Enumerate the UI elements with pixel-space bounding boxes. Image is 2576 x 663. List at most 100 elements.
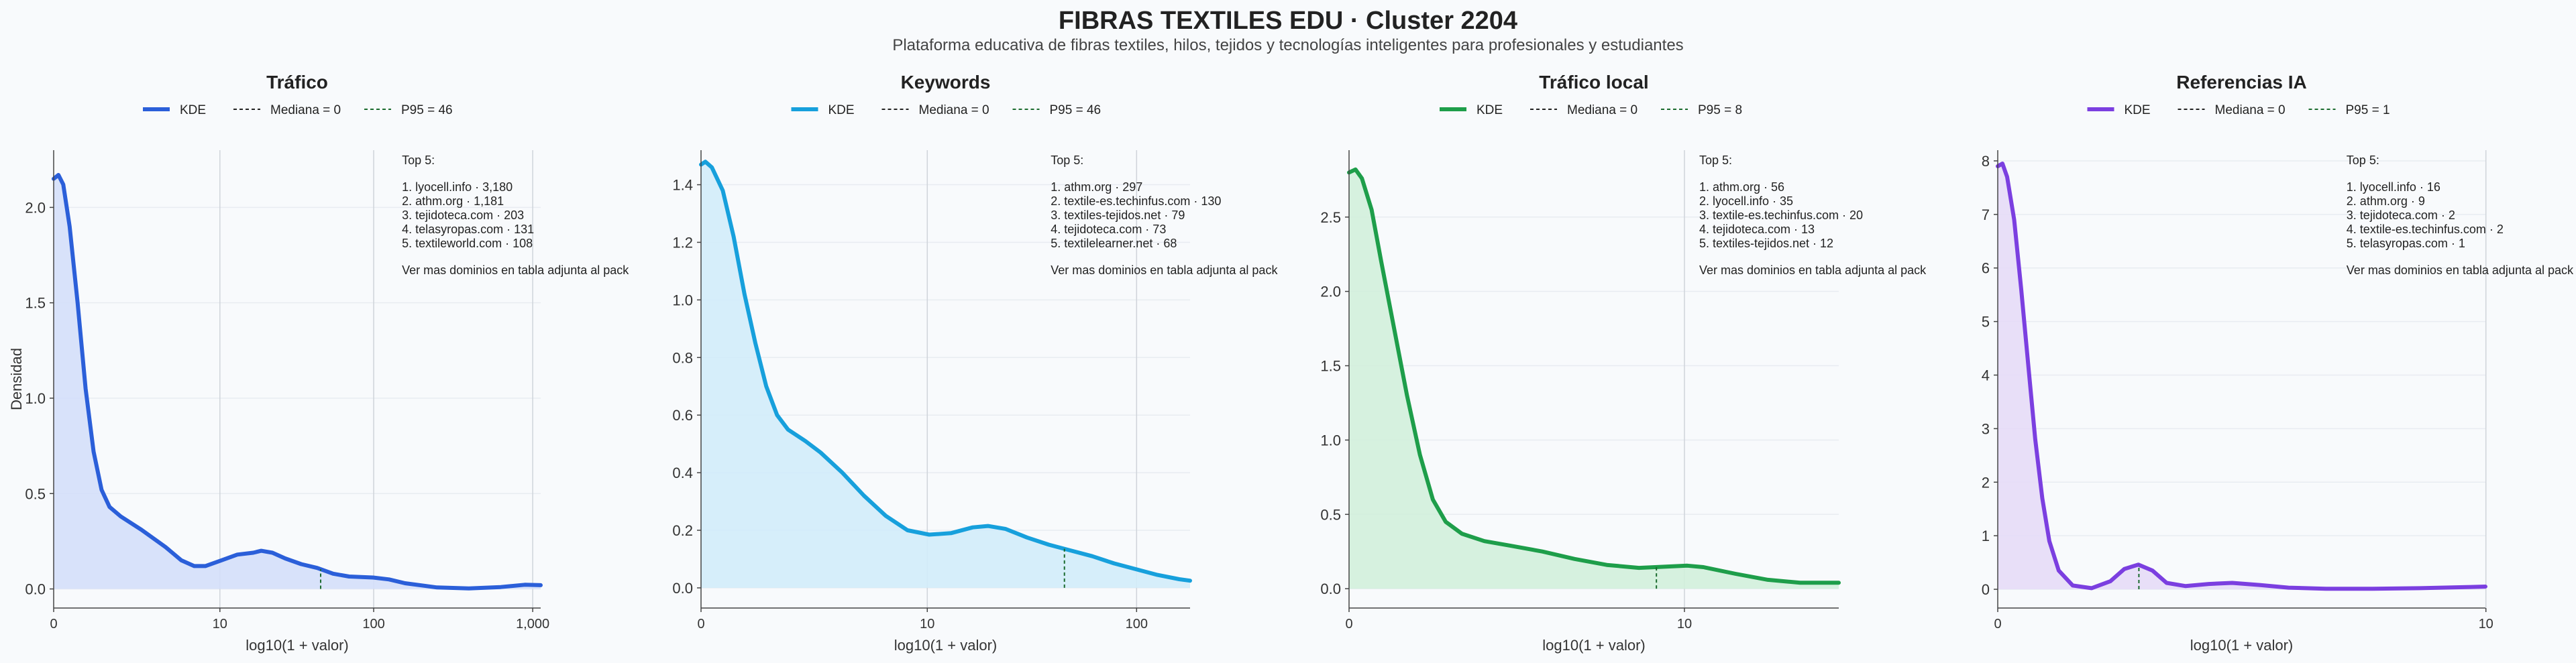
panel-3: 0.0 0.5 1.0 1.5 2.0 2.5 0 10 log10(1 + valor) Trá… bbox=[1320, 72, 1927, 654]
x-tick-label: 0 bbox=[697, 617, 704, 631]
y-tick-label: 7 bbox=[1982, 206, 1990, 223]
y-tick-label: 0.6 bbox=[672, 407, 693, 424]
legend-p95-label: P95 = 1 bbox=[2346, 103, 2390, 117]
y-tick-label: 5 bbox=[1982, 314, 1990, 330]
y-tick-label: 0.4 bbox=[672, 465, 693, 481]
y-tick-label: 2.5 bbox=[1320, 209, 1341, 226]
top5-heading: Top 5: bbox=[2347, 154, 2379, 167]
legend-kde-label: KDE bbox=[2125, 103, 2151, 117]
kde-line bbox=[52, 173, 543, 591]
y-tick-label: 1.4 bbox=[672, 177, 693, 194]
y-tick-label: 0.8 bbox=[672, 349, 693, 366]
kde-area bbox=[1998, 164, 2485, 589]
panel-2: 0.0 0.2 0.4 0.6 0.8 1.0 1.2 1.4 0 10 100 log10(1 + … bbox=[672, 72, 1278, 654]
top5-heading: Top 5: bbox=[1699, 154, 1732, 167]
y-tick-label: 1.0 bbox=[1320, 432, 1341, 448]
y-tick-label: 2 bbox=[1982, 474, 1990, 491]
top5-footer: Ver mas dominios en tabla adjunta al pac… bbox=[1699, 263, 1927, 277]
y-tick-label: 2.0 bbox=[1320, 284, 1341, 300]
y-tick-label: 0.0 bbox=[672, 580, 693, 597]
top5-item: 3. tejidoteca.com · 203 bbox=[402, 208, 524, 222]
top5-item: 1. lyocell.info · 16 bbox=[2347, 180, 2440, 194]
y-tick-label: 1 bbox=[1982, 528, 1990, 544]
top5-item: 5. textileworld.com · 108 bbox=[402, 237, 533, 250]
top5-item: 1. lyocell.info · 3,180 bbox=[402, 180, 513, 194]
top5-item: 1. athm.org · 56 bbox=[1699, 180, 1784, 194]
top5-item: 1. athm.org · 297 bbox=[1051, 180, 1142, 194]
legend-median-label: Mediana = 0 bbox=[2215, 103, 2286, 117]
top5-item: 5. textilelearner.net · 68 bbox=[1051, 237, 1177, 250]
x-tick-label: 10 bbox=[213, 617, 227, 631]
panel-4: 0 1 2 3 4 5 6 7 8 0 10 log10(1 + valor) Referencias … bbox=[1982, 72, 2574, 654]
x-tick-label: 100 bbox=[1126, 617, 1148, 631]
x-axis-label: log10(1 + valor) bbox=[2190, 637, 2293, 654]
top5-item: 3. textiles-tejidos.net · 79 bbox=[1051, 208, 1185, 222]
top5-item: 2. athm.org · 1,181 bbox=[402, 194, 504, 208]
top5-item: 4. textile-es.techinfus.com · 2 bbox=[2347, 223, 2504, 236]
y-axis-label: Densidad bbox=[8, 348, 25, 410]
figure-title: FIBRAS TEXTILES EDU · Cluster 2204 bbox=[1058, 7, 1518, 35]
x-axis-label: log10(1 + valor) bbox=[246, 637, 348, 654]
legend-kde-label: KDE bbox=[180, 103, 206, 117]
top5-item: 4. tejidoteca.com · 73 bbox=[1051, 223, 1166, 236]
x-axis-label: log10(1 + valor) bbox=[1542, 637, 1645, 654]
legend-p95-label: P95 = 8 bbox=[1698, 103, 1742, 117]
top5-item: 4. telasyropas.com · 131 bbox=[402, 223, 534, 236]
x-tick-label: 10 bbox=[2479, 617, 2493, 631]
kde-area bbox=[1349, 169, 1839, 589]
top5-footer: Ver mas dominios en tabla adjunta al pac… bbox=[402, 263, 629, 277]
top5-item: 2. textile-es.techinfus.com · 130 bbox=[1051, 194, 1221, 208]
legend-median-label: Mediana = 0 bbox=[919, 103, 989, 117]
top5-item: 2. athm.org · 9 bbox=[2347, 194, 2425, 208]
kde-line bbox=[1996, 162, 2487, 591]
x-tick-label: 1,000 bbox=[516, 617, 549, 631]
y-tick-label: 8 bbox=[1982, 153, 1990, 170]
y-tick-label: 6 bbox=[1982, 260, 1990, 277]
x-tick-label: 0 bbox=[1345, 617, 1352, 631]
legend-median-label: Mediana = 0 bbox=[1567, 103, 1638, 117]
panel-title: Tráfico bbox=[266, 72, 328, 93]
y-tick-label: 2.0 bbox=[25, 199, 46, 216]
y-tick-label: 0.5 bbox=[25, 485, 46, 502]
kde-area bbox=[54, 175, 541, 589]
panel-title: Tráfico local bbox=[1539, 72, 1648, 93]
y-tick-label: 3 bbox=[1982, 420, 1990, 437]
x-axis-label: log10(1 + valor) bbox=[894, 637, 997, 654]
y-tick-label: 0.2 bbox=[672, 522, 693, 539]
kde-line bbox=[1347, 167, 1841, 585]
panel-title: Keywords bbox=[901, 72, 991, 93]
top5-item: 5. telasyropas.com · 1 bbox=[2347, 237, 2465, 250]
panel-title: Referencias IA bbox=[2176, 72, 2307, 93]
x-tick-label: 10 bbox=[1677, 617, 1692, 631]
legend-median-label: Mediana = 0 bbox=[270, 103, 341, 117]
x-tick-label: 100 bbox=[362, 617, 384, 631]
top5-heading: Top 5: bbox=[1051, 154, 1083, 167]
y-tick-label: 0.5 bbox=[1320, 506, 1341, 523]
y-tick-label: 0.0 bbox=[1320, 581, 1341, 597]
figure-subtitle: Plataforma educativa de fibras textiles,… bbox=[892, 36, 1684, 54]
y-tick-label: 1.5 bbox=[25, 295, 46, 312]
panel-1: 0.0 0.5 1.0 1.5 2.0 0 10 100 1,000 log10(1 + valo… bbox=[8, 72, 629, 654]
y-tick-label: 1.0 bbox=[25, 390, 46, 407]
legend-kde-label: KDE bbox=[1477, 103, 1503, 117]
legend-p95-label: P95 = 46 bbox=[401, 103, 453, 117]
y-tick-label: 0.0 bbox=[25, 581, 46, 598]
kde-area bbox=[701, 162, 1190, 588]
top5-heading: Top 5: bbox=[402, 154, 435, 167]
y-tick-label: 0 bbox=[1982, 581, 1990, 598]
x-tick-label: 10 bbox=[920, 617, 934, 631]
y-tick-label: 1.5 bbox=[1320, 358, 1341, 375]
legend-kde-label: KDE bbox=[828, 103, 855, 117]
top5-footer: Ver mas dominios en tabla adjunta al pac… bbox=[2347, 263, 2574, 277]
legend-p95-label: P95 = 46 bbox=[1050, 103, 1102, 117]
x-tick-label: 0 bbox=[1994, 617, 2001, 631]
y-tick-label: 1.0 bbox=[672, 292, 693, 308]
kde-line bbox=[699, 160, 1192, 583]
y-tick-label: 4 bbox=[1982, 367, 1990, 384]
top5-item: 5. textiles-tejidos.net · 12 bbox=[1699, 237, 1833, 250]
top5-item: 3. textile-es.techinfus.com · 20 bbox=[1699, 208, 1863, 222]
y-tick-label: 1.2 bbox=[672, 234, 693, 251]
top5-footer: Ver mas dominios en tabla adjunta al pac… bbox=[1051, 263, 1278, 277]
x-tick-label: 0 bbox=[50, 617, 57, 631]
